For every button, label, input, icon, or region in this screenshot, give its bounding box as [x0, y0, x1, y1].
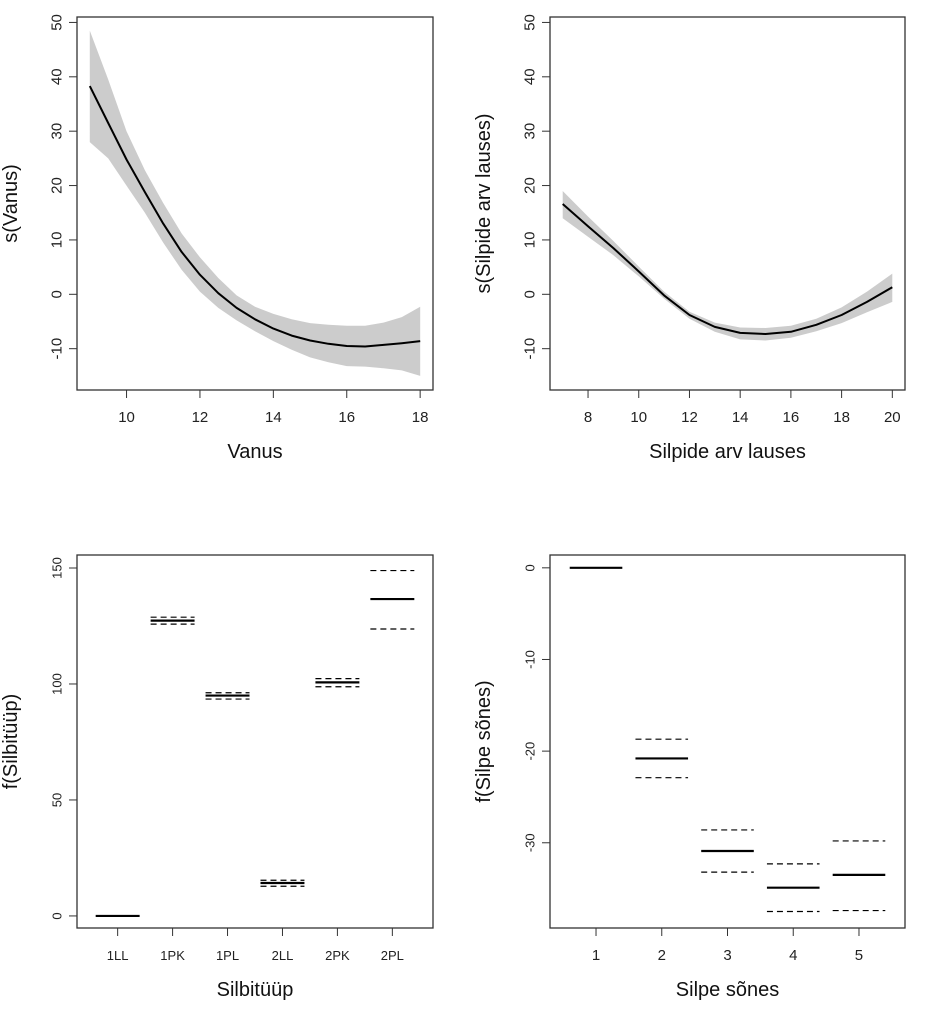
y-tick-label: 50 [50, 793, 65, 807]
y-tick-label: 30 [49, 123, 66, 140]
x-tick-label: 5 [855, 947, 863, 964]
plot-frame [549, 554, 906, 929]
y-tick-label: 0 [522, 290, 539, 298]
y-tick-label: -30 [523, 833, 538, 852]
y-tick-label: 50 [49, 14, 66, 31]
y-axis-title: s(Vanus) [0, 164, 22, 243]
x-tick-label: 12 [192, 409, 209, 426]
y-tick-label: 0 [523, 564, 538, 571]
y-tick-label: -10 [522, 338, 539, 360]
x-axis-title: Vanus [227, 441, 282, 463]
x-axis-title: Silpide arv lauses [649, 441, 806, 463]
x-tick-label: 14 [732, 409, 749, 426]
panel-panel-silpe-sones: -30 -20 -10 0 1 2 3 4 5 Silpe sõnes f(Silpe sõnes) [473, 554, 906, 1001]
x-tick-label: 18 [833, 409, 850, 426]
plot-frame [549, 16, 906, 391]
x-tick-label: 18 [412, 409, 429, 426]
panel-panel-vanus: -10 0 10 20 30 40 50 10 12 14 16 18 Vanus s(Vanus) [0, 14, 434, 463]
x-tick-label: 10 [118, 409, 135, 426]
y-axis-title: f(Silpe sõnes) [473, 680, 495, 802]
y-tick-label: 40 [522, 68, 539, 85]
x-tick-label: 2 [658, 947, 666, 964]
y-tick-label: 30 [522, 123, 539, 140]
y-tick-label: -10 [49, 338, 66, 360]
y-tick-label: 100 [50, 673, 65, 695]
y-tick-label: 40 [49, 68, 66, 85]
x-tick-label: 1PL [216, 948, 239, 963]
fit-line [88, 85, 421, 348]
x-tick-label: 2PK [325, 948, 350, 963]
confidence-band [562, 191, 893, 341]
x-tick-label: 1LL [107, 948, 129, 963]
x-tick-label: 12 [681, 409, 698, 426]
y-tick-label: 20 [49, 177, 66, 194]
x-tick-label: 16 [338, 409, 355, 426]
y-tick-label: -10 [523, 650, 538, 669]
confidence-band [89, 30, 421, 376]
x-tick-label: 16 [783, 409, 800, 426]
x-tick-label: 10 [630, 409, 647, 426]
y-axis-title: f(Silbitüüp) [0, 694, 22, 790]
x-tick-label: 2LL [272, 948, 294, 963]
panel-panel-silbituup: 0 50 100 150 1LL 1PK 1PL 2LL 2PK 2PL Silbitüüp f(Si… [0, 554, 434, 1001]
plot-frame [76, 16, 434, 391]
fit-line [562, 203, 893, 335]
y-tick-label: 150 [50, 557, 65, 579]
x-tick-label: 1PK [160, 948, 185, 963]
x-axis-title: Silpe sõnes [676, 979, 779, 1001]
panel-panel-silpide: -10 0 10 20 30 40 50 8 10 12 14 16 18 20 Silpide arv l… [473, 14, 906, 463]
y-tick-label: 50 [522, 14, 539, 31]
x-tick-label: 4 [789, 947, 797, 964]
x-tick-label: 1 [592, 947, 600, 964]
y-tick-label: 20 [522, 177, 539, 194]
x-tick-label: 8 [584, 409, 592, 426]
y-tick-label: 10 [522, 232, 539, 249]
x-axis-title: Silbitüüp [217, 979, 294, 1001]
x-tick-label: 2PL [381, 948, 404, 963]
y-tick-label: -20 [523, 742, 538, 761]
y-tick-label: 0 [49, 290, 66, 298]
x-tick-label: 14 [265, 409, 282, 426]
plot-frame [76, 554, 434, 929]
y-tick-label: 0 [50, 912, 65, 919]
x-tick-label: 20 [884, 409, 901, 426]
x-tick-label: 3 [723, 947, 731, 964]
y-tick-label: 10 [49, 232, 66, 249]
y-axis-title: s(Silpide arv lauses) [473, 113, 495, 293]
